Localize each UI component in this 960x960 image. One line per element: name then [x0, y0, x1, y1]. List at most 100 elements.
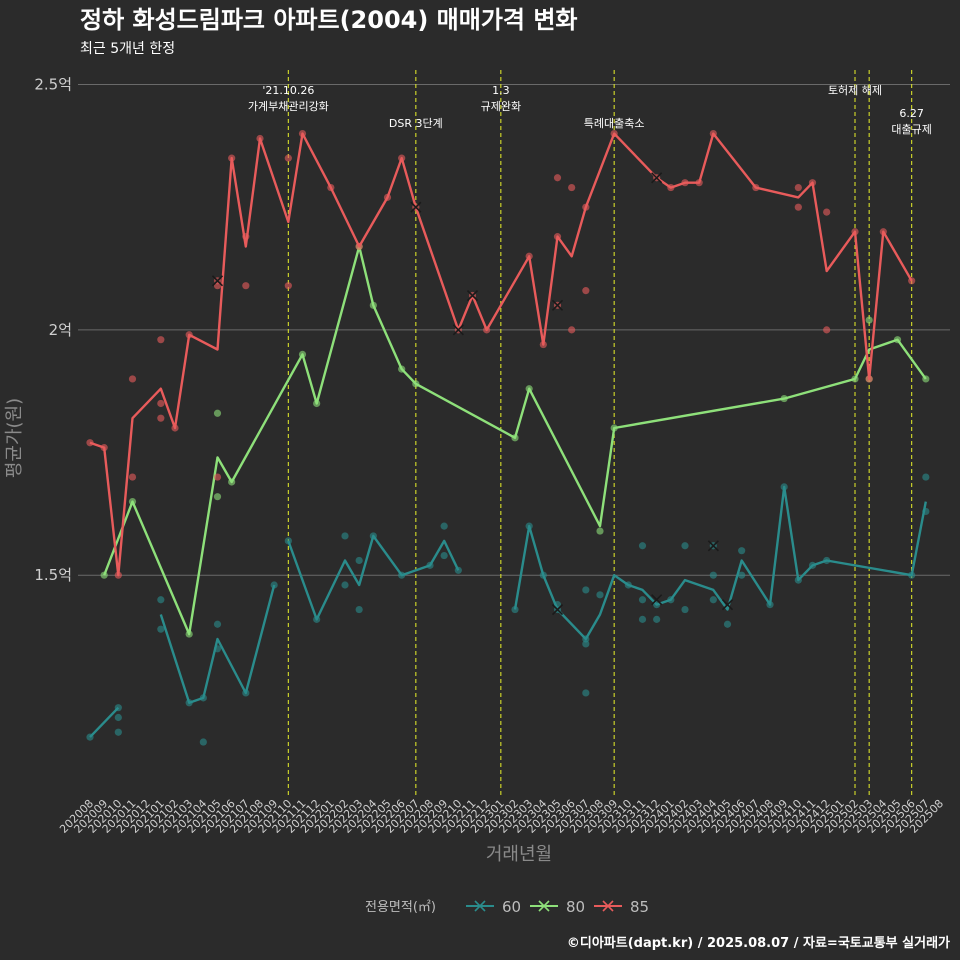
source-caption: ©디아파트(dapt.kr) / 2025.08.07 / 자료=국토교통부 실… [567, 935, 950, 951]
data-point-85 [100, 444, 108, 452]
cross-point-60 [551, 603, 564, 616]
data-point-60 [653, 601, 661, 609]
data-point-80 [412, 380, 420, 388]
cross-stroke [707, 540, 719, 552]
data-point-80 [511, 434, 519, 442]
data-point-60 [454, 566, 462, 574]
data-point-80 [298, 350, 307, 358]
cross-stroke [551, 603, 564, 616]
data-point-80 [865, 316, 873, 324]
data-point-60 [766, 601, 774, 609]
data-point-60 [596, 591, 604, 599]
legend-entry-85: 85 [594, 898, 649, 916]
data-point-60 [638, 596, 647, 604]
y-tick-label: 2.5억 [34, 76, 72, 94]
data-point-85 [242, 282, 250, 290]
cross-stroke [410, 201, 422, 213]
data-point-60 [355, 556, 363, 565]
data-point-85 [695, 179, 703, 187]
data-point-60 [213, 645, 222, 653]
event-label: DSR 3단계 [389, 117, 443, 130]
event-label: 규제완화 [481, 100, 521, 113]
data-point-60 [667, 596, 675, 604]
cross-stroke [452, 324, 464, 336]
event-label: 특례대출축소 [584, 117, 645, 130]
event-label: 대출규제 [891, 123, 931, 136]
data-point-85 [908, 277, 916, 285]
data-point-85 [383, 193, 392, 201]
data-point-80 [213, 409, 222, 417]
data-point-60 [440, 522, 448, 530]
data-point-60 [908, 571, 916, 579]
data-point-80 [922, 375, 930, 383]
legend-label: 80 [566, 898, 585, 916]
data-point-80 [313, 399, 321, 408]
data-point-85 [553, 233, 562, 241]
event-label: 가계부채관리강화 [248, 100, 329, 113]
data-point-60 [582, 689, 590, 697]
data-point-60 [723, 620, 732, 628]
data-point-85 [582, 203, 590, 211]
y-tick-labels: 1.5억 2억 2.5억 [34, 76, 72, 585]
data-point-60 [638, 615, 647, 623]
data-point-60 [525, 522, 533, 530]
data-point-85 [553, 174, 562, 182]
cross-point-85 [466, 289, 479, 302]
data-point-60 [582, 586, 590, 594]
legend-label: 85 [630, 898, 649, 916]
data-point-85 [681, 179, 689, 187]
data-point-85 [86, 439, 94, 447]
x-tick-labels: 2020082020092020102020112020122021012021… [57, 797, 946, 836]
data-point-80 [100, 571, 108, 579]
cross-point-60 [707, 540, 719, 552]
data-point-85 [157, 336, 165, 344]
legend-entry-60: 60 [466, 898, 521, 916]
data-point-60 [922, 507, 930, 516]
data-point-80 [596, 527, 604, 535]
data-point-60 [511, 605, 519, 614]
data-point-85 [879, 228, 887, 236]
data-point-60 [709, 596, 717, 604]
data-point-85 [185, 331, 193, 339]
data-point-60 [157, 625, 165, 633]
data-point-60 [355, 605, 363, 614]
cross-stroke [651, 594, 663, 606]
data-point-60 [426, 561, 434, 569]
event-label: 1.3 [492, 84, 510, 97]
data-point-85 [398, 154, 406, 162]
legend: 전용면적(㎡) 60 80 85 [365, 898, 649, 916]
data-point-80 [893, 336, 902, 344]
data-point-60 [284, 537, 292, 545]
data-point-85 [823, 326, 831, 334]
data-point-85 [228, 154, 236, 162]
data-point-85 [568, 326, 576, 334]
data-point-60 [86, 733, 94, 741]
cross-stroke [651, 172, 663, 184]
data-point-85 [327, 183, 335, 192]
cross-stroke [538, 900, 550, 912]
cross-point-85 [551, 299, 564, 311]
data-point-80 [398, 365, 406, 373]
data-point-60 [709, 571, 717, 579]
cross-point-85 [651, 172, 663, 184]
cross-stroke [466, 289, 479, 302]
data-point-60 [823, 556, 831, 565]
data-point-85 [355, 242, 363, 251]
series-60 [86, 473, 930, 746]
data-point-85 [213, 473, 222, 481]
data-point-60 [157, 596, 165, 604]
legend-entry-80: 80 [530, 898, 585, 916]
data-point-85 [667, 183, 675, 192]
data-point-80 [228, 478, 236, 486]
data-point-85 [709, 130, 717, 138]
event-label: '21.10.26 [262, 84, 314, 97]
cross-stroke [474, 900, 486, 912]
data-point-60 [213, 620, 222, 628]
data-point-85 [582, 287, 590, 295]
cross-stroke [721, 599, 734, 611]
data-point-85 [808, 179, 817, 187]
data-point-85 [128, 375, 137, 383]
cross-stroke [211, 275, 224, 287]
data-point-60 [653, 615, 661, 623]
data-point-85 [284, 154, 292, 162]
